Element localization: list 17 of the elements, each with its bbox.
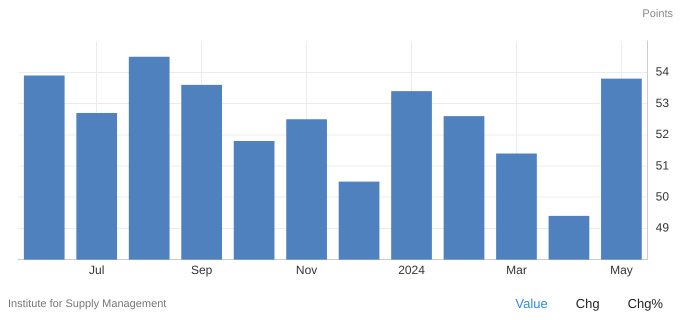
x-tick-label: Mar <box>506 263 527 278</box>
text: Value <box>515 296 548 311</box>
y-tick-label: 49 <box>656 220 670 235</box>
y-tick-label: 50 <box>656 190 670 204</box>
text: Chg <box>576 296 600 311</box>
y-axis-title: Points <box>641 8 674 22</box>
y-tick-label: 53 <box>656 96 670 110</box>
x-tick-label: May <box>610 263 633 278</box>
x-tick-label: Sep <box>190 263 213 278</box>
y-tick-label: 54 <box>656 64 670 79</box>
x-tick-label: 2024 <box>398 263 426 278</box>
x-tick-label: Nov <box>296 263 318 278</box>
text: Institute for Supply Management <box>8 298 168 310</box>
text: Chg% <box>628 296 663 311</box>
x-tick-label: Jul <box>89 263 104 278</box>
y-tick-label: 52 <box>656 127 670 142</box>
y-tick-label: 51 <box>656 158 670 172</box>
